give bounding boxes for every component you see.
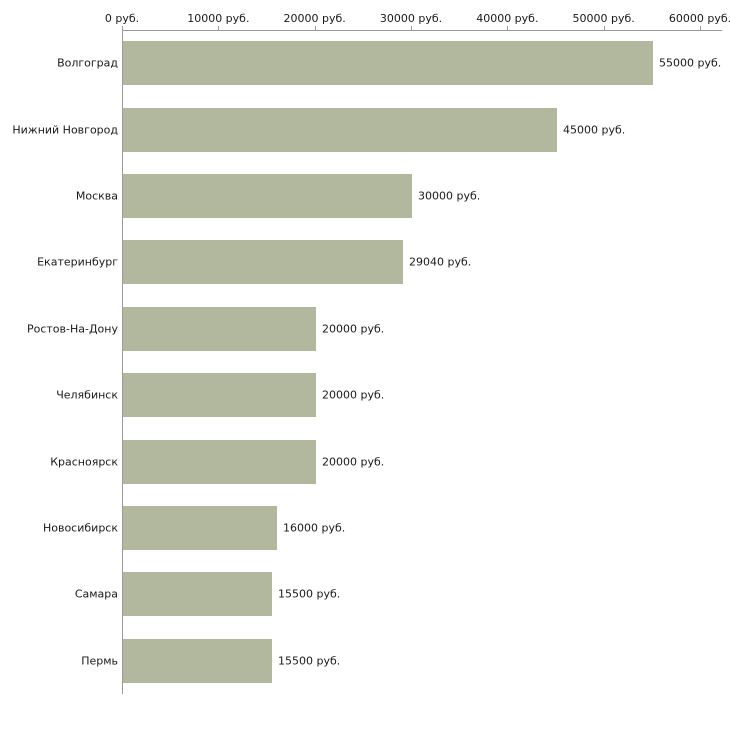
bar [123, 439, 316, 484]
value-label: 45000 руб. [563, 123, 626, 137]
bar-row: Пермь 15500 руб. [0, 628, 730, 694]
category-label: Волгоград [57, 56, 118, 70]
bar-row: Волгоград 55000 руб. [0, 30, 730, 96]
category-label: Москва [75, 189, 118, 203]
x-tick-mark [507, 26, 509, 30]
y-axis-line [122, 30, 123, 694]
category-label: Пермь [81, 654, 118, 668]
bar [123, 505, 277, 550]
category-label: Новосибирск [42, 521, 118, 535]
bar-row: Красноярск 20000 руб. [0, 428, 730, 494]
value-label: 15500 руб. [278, 654, 341, 668]
value-label: 15500 руб. [278, 587, 341, 601]
bar-row: Самара 15500 руб. [0, 561, 730, 627]
value-label: 55000 руб. [659, 56, 722, 70]
x-tick-mark [603, 26, 605, 30]
x-tick-label: 20000 руб. [283, 12, 346, 25]
value-label: 20000 руб. [322, 322, 385, 336]
value-label: 20000 руб. [322, 455, 385, 469]
bar-row: Москва 30000 руб. [0, 163, 730, 229]
bar-row: Екатеринбург 29040 руб. [0, 229, 730, 295]
bar [123, 173, 412, 218]
x-tick-label: 40000 руб. [476, 12, 539, 25]
category-label: Нижний Новгород [12, 123, 118, 137]
value-label: 29040 руб. [409, 255, 472, 269]
x-tick-mark [122, 26, 123, 30]
value-label: 30000 руб. [418, 189, 481, 203]
bar-row: Новосибирск 16000 руб. [0, 495, 730, 561]
category-label: Челябинск [56, 388, 118, 402]
bar [123, 240, 403, 285]
value-label: 20000 руб. [322, 388, 385, 402]
bar [123, 41, 653, 86]
x-tick-label: 30000 руб. [379, 12, 443, 25]
category-label: Ростов-На-Дону [26, 322, 118, 336]
bar-row: Нижний Новгород 45000 руб. [0, 96, 730, 162]
category-label: Красноярск [50, 455, 118, 469]
bar-row: Челябинск 20000 руб. [0, 362, 730, 428]
x-tick-mark [314, 26, 316, 30]
x-axis-line [122, 30, 722, 31]
bar-row: Ростов-На-Дону 20000 руб. [0, 296, 730, 362]
x-tick-label: 10000 руб. [187, 12, 250, 25]
category-label: Екатеринбург [37, 255, 118, 269]
bar [123, 638, 272, 683]
x-tick-mark [700, 26, 701, 30]
category-label: Самара [74, 587, 118, 601]
bar [123, 572, 272, 617]
x-tick-label: 50000 руб. [572, 12, 635, 25]
bar [123, 306, 316, 351]
value-label: 16000 руб. [283, 521, 346, 535]
x-tick-label: 60000 руб. [668, 12, 730, 25]
bar [123, 373, 316, 418]
bar [123, 107, 557, 152]
x-tick-label: 0 руб. [104, 12, 140, 25]
x-tick-mark [218, 26, 220, 30]
x-tick-mark [411, 26, 412, 30]
